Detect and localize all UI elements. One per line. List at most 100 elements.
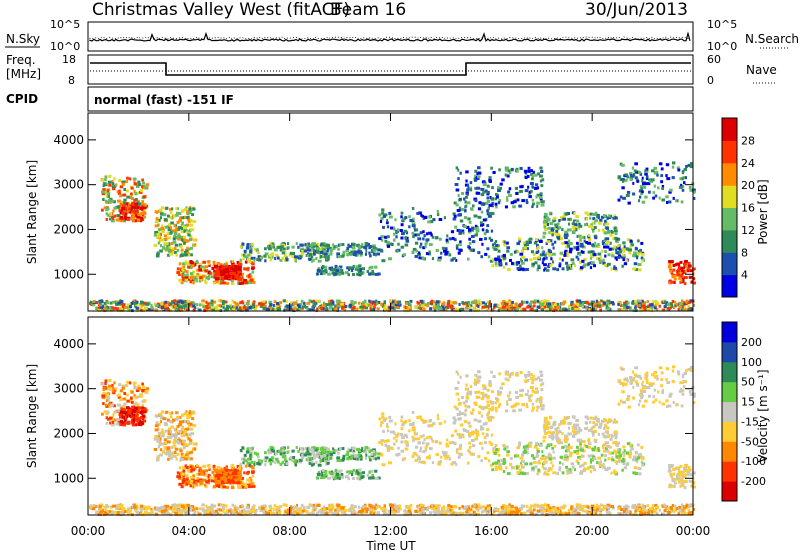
power-cell [421,304,425,308]
power-cell [594,241,597,245]
power-cell [213,308,218,312]
power-cell [239,260,242,264]
power-cell [545,256,548,260]
velocity-cell [352,448,355,452]
power-cell [493,241,496,245]
power-cell [540,300,544,304]
velocity-cell [118,383,122,387]
velocity-cell [238,473,243,477]
power-cell [666,201,669,204]
power-cell [287,304,291,308]
power-cell [555,307,558,311]
power-cell [198,303,203,307]
velocity-cell [335,476,339,480]
power-cell [288,253,292,257]
velocity-cell [250,482,254,486]
velocity-cell [218,471,222,475]
power-cell [536,201,540,205]
power-cell [454,225,458,229]
velocity-cell [358,454,362,458]
velocity-cell [135,401,138,405]
power-cell [357,270,362,273]
power-cell [677,307,680,311]
velocity-cell [183,412,188,416]
velocity-cell [474,373,478,377]
power-cell [310,300,313,304]
power-cell [477,304,480,308]
velocity-cell [487,459,491,463]
velocity-cell [216,465,220,469]
power-cell [453,308,456,312]
power-cell [108,306,112,310]
velocity-cell [222,472,226,476]
power-cell [208,307,211,311]
velocity-cell [324,473,328,477]
velocity-cell [320,473,324,477]
power-cell [591,221,595,225]
power-cell [239,275,243,279]
power-cell [375,299,378,303]
power-cell [652,196,655,200]
power-cell [506,249,510,253]
velocity-cell [101,396,106,400]
velocity-cell [118,393,121,397]
power-cell [625,194,630,197]
power-cell [241,253,245,257]
power-cell [155,217,159,221]
power-cell [600,299,603,303]
noise-strip: N.Sky 10^5 10^0 10^5 10^0 N.Search [5,18,799,53]
power-cell [459,240,462,244]
power-cell [591,261,595,265]
power-cell [426,232,429,236]
power-cell [196,275,200,279]
nave-label: Nave [746,63,777,77]
power-cell [182,270,185,274]
velocity-cell [164,441,168,445]
velocity-cell [331,475,334,479]
power-cell [389,242,393,246]
power-cell [685,299,689,303]
velocity-cell [371,473,374,477]
power-cell [520,260,524,263]
power-cell [180,225,185,229]
velocity-cell [247,479,251,483]
velocity-cell [380,421,384,425]
velocity-cell [124,421,128,425]
velocity-cell [139,420,143,424]
power-cell [595,244,599,248]
power-cell [656,173,659,177]
power-cell [538,240,543,243]
power-cell [608,247,612,251]
power-cell [273,300,277,304]
power-cell [291,252,296,255]
power-cell [330,266,334,270]
power-cell [578,222,581,226]
velocity-cell [498,403,502,406]
power-cell [190,272,194,276]
velocity-cell [133,393,136,397]
velocity-cell [207,475,211,478]
power-cell [653,184,656,188]
power-cell [377,272,381,276]
power-cell [597,228,600,232]
velocity-cell [411,435,415,439]
power-cell [503,243,507,247]
power-cell [507,305,511,309]
power-cell [162,302,166,306]
power-cell [178,219,182,223]
velocity-cell [174,455,177,458]
velocity-cell [198,466,202,470]
power-cell [106,192,111,196]
power-cell [158,239,162,243]
velocity-cell [452,461,457,465]
power-cell [477,207,482,211]
velocity-cell [361,475,365,479]
power-cell [270,245,273,249]
power-cell [367,243,371,246]
velocity-cell [457,372,460,376]
power-cell [251,242,254,246]
power-cell [281,251,285,255]
velocity-cell [243,457,246,461]
power-cell [482,202,486,206]
power-cell [623,262,628,266]
